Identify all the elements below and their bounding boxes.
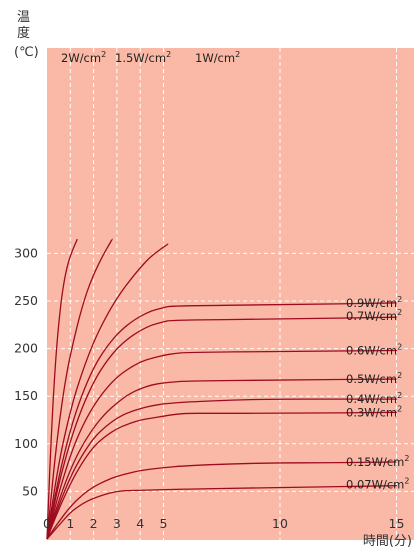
series-line xyxy=(46,398,398,540)
series-line xyxy=(46,485,398,540)
grid-lines xyxy=(47,48,414,540)
x-tick-label: 5 xyxy=(160,516,168,531)
series-line xyxy=(46,238,78,540)
series-label: 0.6W/cm2 xyxy=(346,343,402,358)
series-label: 0.9W/cm2 xyxy=(346,295,402,310)
x-tick-label: 0 xyxy=(43,516,51,531)
y-tick-label: 250 xyxy=(14,293,38,308)
series-line xyxy=(46,349,398,540)
y-tick-label: 50 xyxy=(22,483,38,498)
series-line xyxy=(46,238,113,540)
x-tick-label: 4 xyxy=(136,516,144,531)
series-label: 0.7W/cm2 xyxy=(346,308,402,323)
plot-area xyxy=(47,48,414,540)
y-tick-label: 100 xyxy=(14,436,38,451)
series-label: 0.3W/cm2 xyxy=(346,404,402,419)
x-tick-label: 2 xyxy=(90,516,98,531)
y-axis-ticks: 50 100 150 200 250 300 xyxy=(14,245,38,498)
x-axis-ticks: 0 1 2 3 4 5 10 15 xyxy=(43,516,404,531)
y-tick-label: 150 xyxy=(14,388,38,403)
series-label: 2W/cm2 xyxy=(61,50,106,65)
series-label: 0.07W/cm2 xyxy=(346,477,409,492)
series-label: 1.5W/cm2 xyxy=(115,50,171,65)
x-tick-label: 3 xyxy=(113,516,121,531)
y-tick-label: 200 xyxy=(14,341,38,356)
series-label: 0.5W/cm2 xyxy=(346,371,402,386)
series-line xyxy=(46,411,398,540)
series-label: 0.15W/cm2 xyxy=(346,454,409,469)
x-axis-label: 時間(分) xyxy=(363,534,412,547)
y-axis-label-char2: 度 xyxy=(17,25,30,41)
y-axis-unit: (℃) xyxy=(14,45,39,60)
series-line xyxy=(46,461,398,540)
x-tick-label: 1 xyxy=(66,516,74,531)
y-axis-label-char1: 温 xyxy=(17,10,30,25)
series-line xyxy=(46,302,398,540)
y-tick-label: 300 xyxy=(14,245,38,260)
x-tick-label: 10 xyxy=(272,516,288,531)
series-lines xyxy=(46,238,398,540)
x-tick-label: 15 xyxy=(389,516,405,531)
series-line xyxy=(46,243,169,540)
series-line xyxy=(46,316,398,540)
plot-background xyxy=(47,48,414,540)
series-line xyxy=(46,378,398,540)
series-label: 1W/cm2 xyxy=(195,50,240,65)
series-label: 0.4W/cm2 xyxy=(346,391,402,406)
